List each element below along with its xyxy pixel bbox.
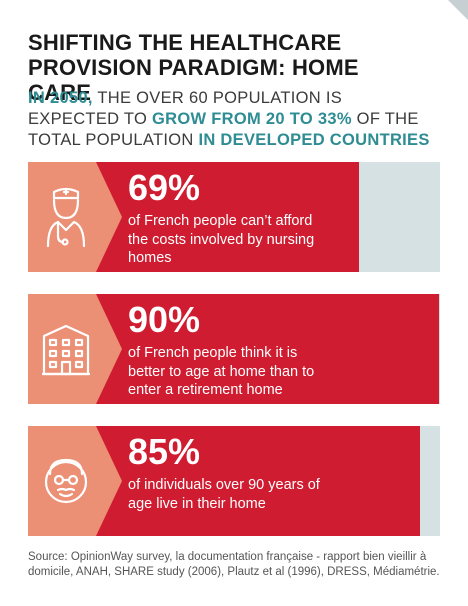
stat-percent-3: 85% (128, 431, 201, 472)
subtitle-text-1: THE OVER 60 POPULATION IS EXPECTED TO (28, 89, 343, 128)
source-note: Source: OpinionWay survey, la documentat… (28, 551, 440, 578)
stat-description-3: of individuals over 90 years of age live… (128, 477, 320, 512)
stat-percent-1: 69% (128, 167, 201, 208)
stat-percent-2: 90% (128, 299, 201, 340)
icon-box-2 (28, 294, 96, 404)
stat-card-1: 69% of French people can’t afford the co… (28, 162, 440, 272)
corner-decoration (448, 0, 468, 20)
stat-bar-2 (96, 294, 439, 404)
stat-description-1: of French people can’t afford the costs … (128, 213, 315, 266)
nurse-icon (46, 187, 86, 248)
arrow-3 (96, 426, 122, 536)
stat-description-2: of French people think it is better to a… (128, 345, 315, 398)
stat-bar-3 (96, 426, 420, 536)
stat-card-3: 85% of individuals over 90 years of age … (28, 426, 440, 536)
subtitle-text-2: OF THE TOTAL POPULATION (28, 110, 419, 149)
elderly-person-icon (44, 458, 88, 504)
stat-bar-1 (96, 162, 359, 272)
subtitle-growth: GROW FROM 20 TO 33% (152, 110, 352, 128)
stat-card-2: 90% of French people think it is better … (28, 294, 440, 404)
subtitle-year: IN 2050, (28, 89, 93, 107)
subtitle: IN 2050, THE OVER 60 POPULATION IS EXPEC… (28, 88, 438, 151)
subtitle-region: IN DEVELOPED COUNTRIES (198, 131, 430, 149)
arrow-1 (96, 162, 122, 272)
building-icon (42, 324, 90, 376)
page-title: SHIFTING THE HEALTHCARE PROVISION PARADI… (28, 30, 359, 105)
arrow-2 (96, 294, 122, 404)
